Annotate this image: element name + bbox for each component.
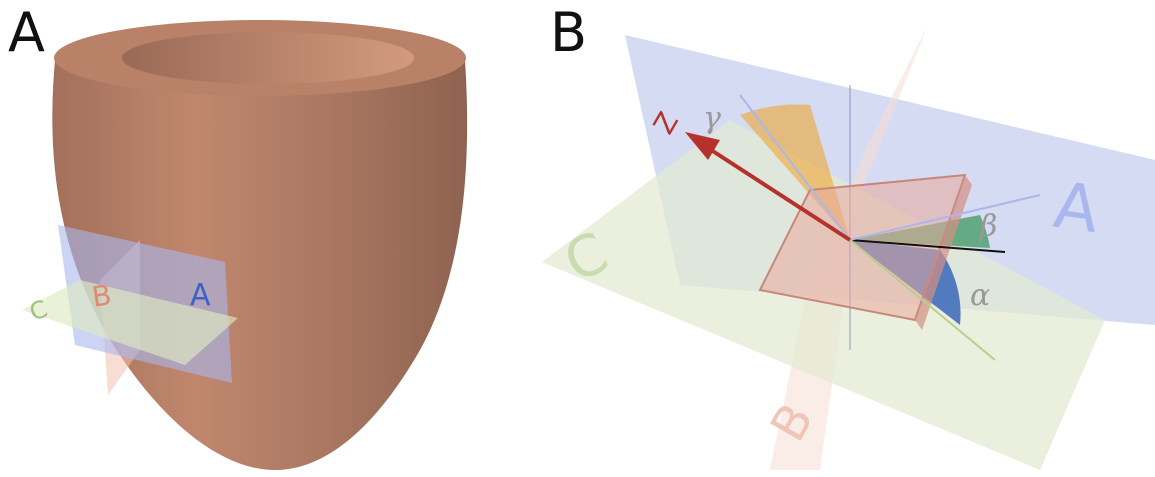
z-axis-line [703,144,852,242]
panel-a-letter: A [8,1,45,64]
guide-line-2 [849,239,996,361]
plane-b-small-label: B [90,278,114,313]
beta-label: β [979,209,997,244]
plane-a-small-label: A [190,278,211,313]
gamma-label: γ [703,101,721,136]
panel-b-illustration: Z γ β α A B C [542,25,1155,470]
reference-line [849,239,1006,253]
alpha-label: α [970,278,990,313]
guide-line-1 [849,194,1041,241]
plane-a-label: A [1050,169,1104,248]
panel-a: A A B C [0,0,520,477]
panel-a-illustration: A B C [22,20,468,470]
panel-b-letter: B [550,1,588,64]
heart-cavity [122,32,414,84]
z-axis-arrowhead [685,132,720,160]
panel-b: B Z γ β α A B C [520,0,1155,477]
plane-c-small [22,280,238,365]
guide-line-3 [739,94,851,241]
heart-body [52,60,468,470]
